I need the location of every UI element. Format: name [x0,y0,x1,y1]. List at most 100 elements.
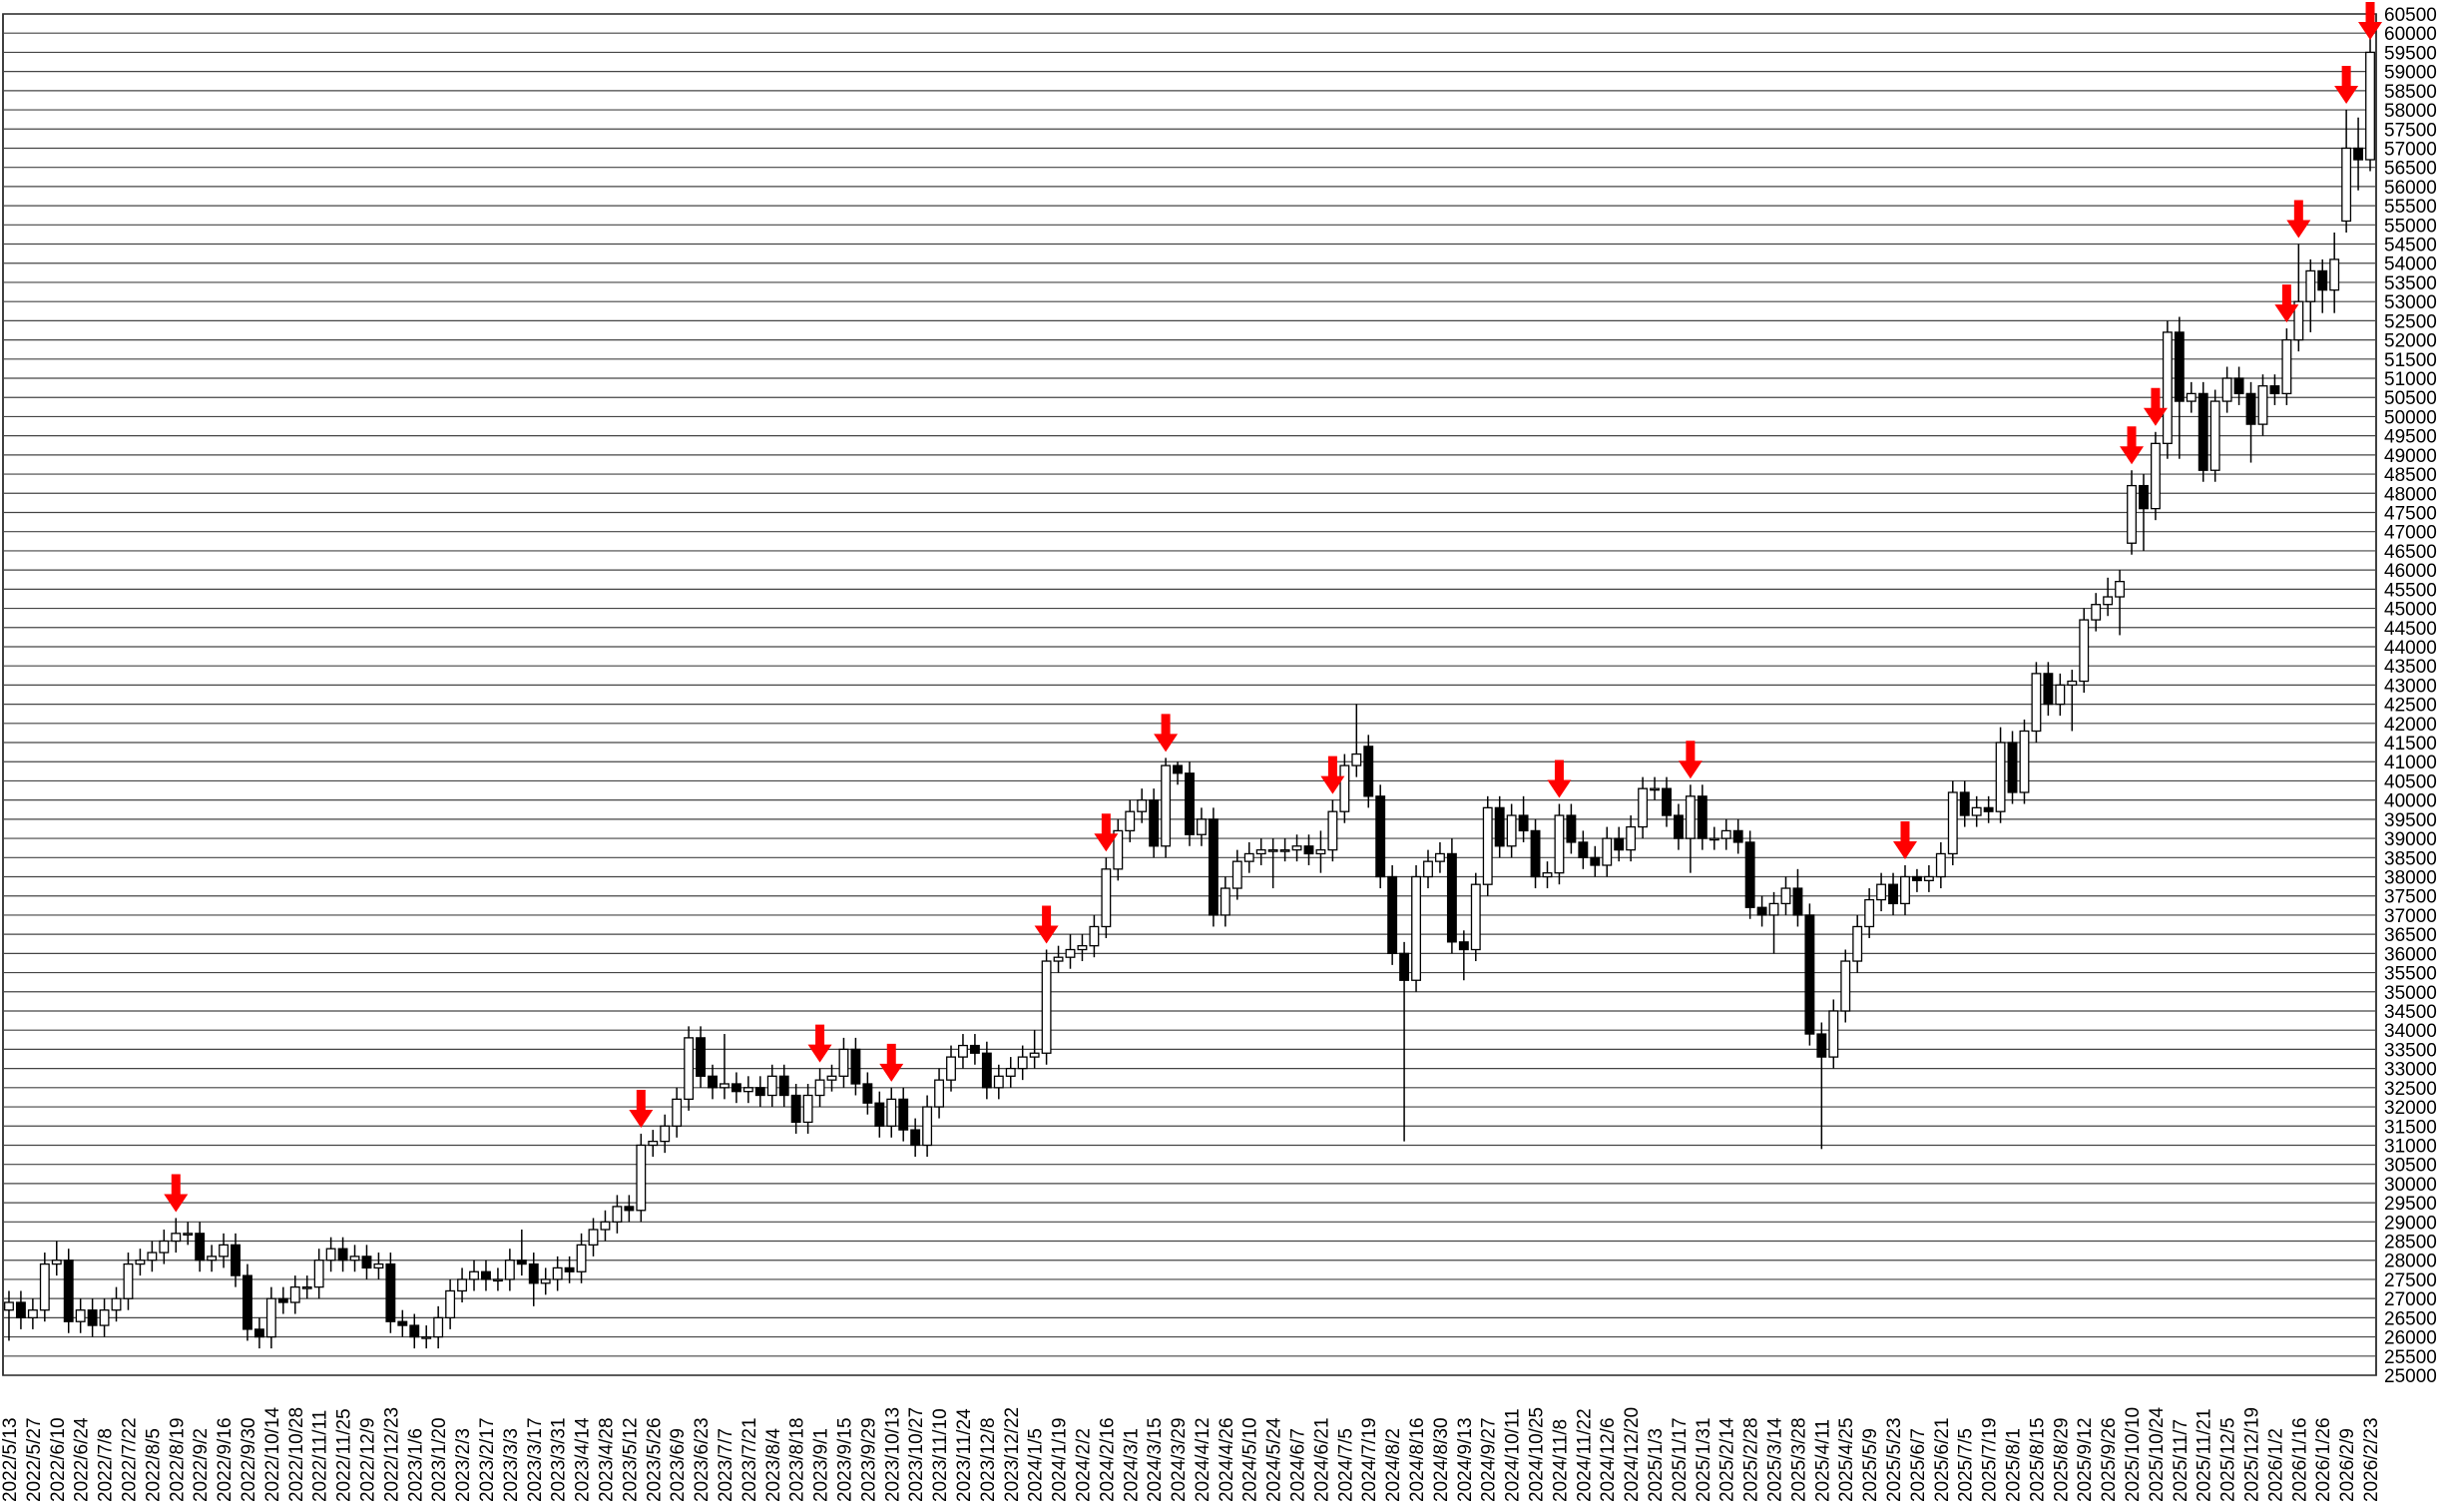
x-tick-label: 2023/11/24 [954,1408,975,1502]
x-tick-label: 2024/7/19 [1359,1417,1380,1502]
candle-body [588,1229,599,1247]
y-tick-label: 58000 [2384,101,2437,122]
candle-body [790,1094,801,1124]
candle-body [1041,960,1052,1054]
candle-body [1888,883,1898,905]
candle-body [2293,300,2304,341]
candle-body [2221,377,2232,402]
y-tick-label: 38000 [2384,868,2437,889]
y-tick-label: 34000 [2384,1021,2437,1042]
candle-body [1231,860,1242,889]
candle-body [409,1324,420,1338]
candle-body [910,1129,921,1147]
x-tick-label: 2024/12/6 [1598,1417,1619,1502]
y-tick-label: 45000 [2384,600,2437,621]
x-tick-label: 2023/7/7 [716,1428,736,1502]
candle-body [802,1094,813,1124]
candle-body [946,1056,956,1081]
candle-body [1077,945,1088,951]
candle-body [2198,392,2208,471]
y-tick-label: 44000 [2384,638,2437,659]
candle-body [660,1125,671,1143]
signal-arrow [2358,2,2383,40]
candle-body [2007,742,2018,793]
candle-body [1125,810,1136,832]
y-tick-label: 57000 [2384,139,2437,160]
x-tick-label: 2025/1/31 [1694,1417,1714,1502]
x-tick-label: 2025/5/9 [1860,1428,1881,1502]
candle-body [1220,887,1230,916]
y-tick-label: 28500 [2384,1233,2437,1254]
x-tick-label: 2025/9/12 [2075,1417,2096,1502]
candle-body [754,1087,765,1097]
x-tick-label: 2023/3/3 [501,1428,522,1502]
candle-body [75,1309,86,1322]
candle-body [2019,730,2030,793]
candle-body [969,1044,980,1054]
y-tick-label: 47000 [2384,523,2437,544]
y-tick-label: 59000 [2384,63,2437,84]
candle-body [742,1087,753,1093]
candle-body [600,1221,611,1231]
candle-body [2055,684,2066,706]
signal-arrow [2286,200,2311,239]
candle-body [1017,1056,1028,1070]
candle-body [636,1144,647,1212]
candle-body [1923,875,1934,881]
x-tick-label: 2024/11/8 [1550,1419,1571,1502]
y-tick-label: 56000 [2384,178,2437,199]
y-tick-label: 33000 [2384,1060,2437,1081]
candle-body [1744,841,1755,908]
x-tick-label: 2022/5/13 [0,1417,21,1502]
x-tick-label: 2025/11/7 [2171,1419,2192,1502]
x-tick-label: 2023/12/8 [978,1417,999,1502]
y-tick-label: 49500 [2384,427,2437,448]
candle-body [1590,856,1601,866]
candle-body [1363,746,1374,797]
signal-arrow [1547,759,1572,798]
y-tick-label: 39500 [2384,810,2437,831]
x-tick-label: 2022/7/22 [119,1417,140,1502]
x-tick-label: 2025/1/3 [1646,1428,1667,1502]
candle-body [337,1248,348,1261]
x-tick-label: 2025/2/14 [1717,1417,1738,1502]
candle-body [1852,925,1863,962]
x-tick-label: 2025/6/7 [1908,1428,1929,1502]
candle-body [814,1079,825,1097]
y-tick-label: 26500 [2384,1308,2437,1329]
candle-body [720,1083,730,1089]
candle-body [1243,852,1254,862]
candle-body [1351,753,1362,766]
x-tick-label: 2024/12/20 [1622,1407,1643,1502]
candle-body [135,1260,146,1265]
x-tick-label: 2024/9/13 [1455,1417,1476,1502]
y-tick-label: 52500 [2384,311,2437,332]
candle-body [993,1075,1004,1089]
candle-body [492,1278,503,1282]
candle-body [898,1098,909,1131]
x-tick-label: 2023/1/20 [429,1417,450,1502]
y-tick-label: 51000 [2384,369,2437,390]
x-tick-label: 2025/7/5 [1956,1428,1977,1502]
y-tick-label: 57500 [2384,120,2437,141]
x-tick-label: 2024/4/26 [1217,1417,1237,1502]
candle-body [2115,581,2126,598]
x-tick-label: 2025/10/24 [2147,1406,2168,1502]
candle-body [1065,948,1076,958]
y-tick-label: 41500 [2384,734,2437,755]
candle-body [325,1248,336,1261]
candle-body [1434,852,1445,862]
x-tick-label: 2022/6/10 [48,1417,69,1502]
candle-body [207,1256,218,1261]
candle-body [1935,852,1946,878]
y-tick-label: 32500 [2384,1079,2437,1100]
candle-body [1101,868,1112,928]
candle-body [159,1240,170,1254]
candle-body [2233,377,2244,395]
y-tick-label: 36500 [2384,925,2437,946]
y-tick-label: 25000 [2384,1366,2437,1387]
y-tick-label: 43500 [2384,657,2437,678]
candle-body [433,1316,444,1338]
x-tick-label: 2025/3/14 [1765,1417,1786,1502]
candle-body [111,1297,122,1311]
